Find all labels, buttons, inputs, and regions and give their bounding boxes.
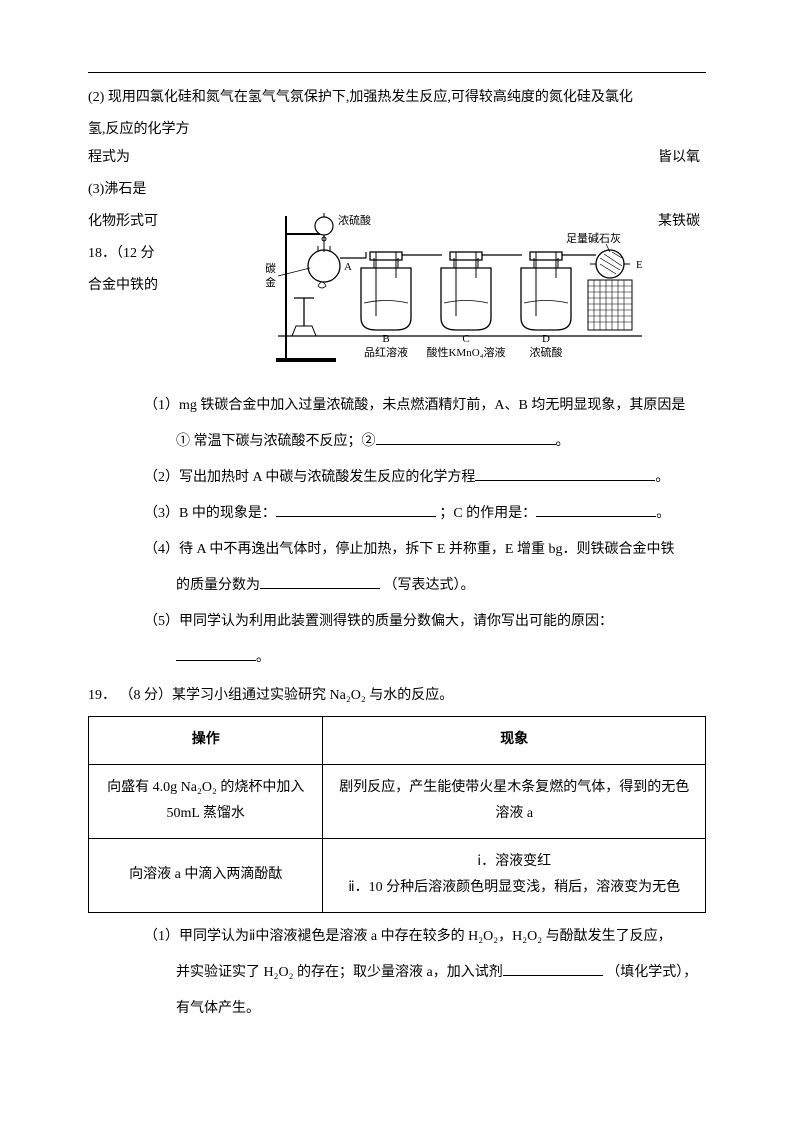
item-3a: （3）B 中的现象是： [144,506,276,521]
label-lime: 足量碱石灰 [566,231,621,245]
r2c2a: ⅰ．溶液变红 [331,849,697,876]
label-A: A [344,261,352,273]
r2c1: 向溶液 a 中滴入两滴酚酞 [89,838,323,912]
blank-3a[interactable] [276,501,436,517]
label-lsuan2: 浓硫酸 [530,345,563,359]
label-C: C [462,333,469,345]
q19-p1a: （1）甲同学认为ⅱ中溶液褪色是溶液 a 中存在较多的 H₂O₂，H₂O₂ 与酚酞… [144,923,706,951]
label-hejin: 合金 [266,275,276,289]
item-3b: ；C 的作用是： [439,506,536,521]
apparatus-diagram: 浓硫酸 铁碳 合金 A [266,208,656,378]
r1c1a: 向盛有 4.0g Na₂O₂ 的烧杯中加入 [97,775,314,802]
blank-5b[interactable] [176,645,256,661]
label-tietan: 铁碳 [266,261,276,275]
th-ph: 现象 [323,717,706,765]
q3-b: 化物形式可 [88,208,198,236]
q2-line1: (2) 现用四氯化硅和氮气在氢气气氛保护下,加强热发生反应,可得较高纯度的氮化硅… [88,84,706,112]
label-B: B [382,333,389,345]
item-4a: （4）待 A 中不再逸出气体时，停止加热，拆下 E 并称重，E 增重 bg．则铁… [144,536,706,564]
q3-a: (3)沸石是 [88,176,198,204]
blank-2[interactable] [475,465,655,481]
r1c2a: 剧列反应，产生能使带火星木条复燃的气体，得到的无色 [331,775,697,802]
label-kmno4: 酸性KMnO₄溶液 [426,345,505,359]
q18-left: 合金中铁的 [88,272,198,300]
q19-table: 操作 现象 向盛有 4.0g Na₂O₂ 的烧杯中加入 50mL 蒸馏水 剧列反… [88,716,706,913]
blank-3b[interactable] [536,501,656,517]
item-5a: （5）甲同学认为利用此装置测得铁的质量分数偏大，请你写出可能的原因： [144,608,706,636]
label-lsuan-top: 浓硫酸 [338,213,371,227]
r1c1b: 50mL 蒸馏水 [97,801,314,828]
th-op: 操作 [89,717,323,765]
q3-right-a: 皆以氧 [658,144,706,172]
item-2: （2）写出加热时 A 中碳与浓硫酸发生反应的化学方程 [144,470,475,485]
q3-right-b [658,176,706,204]
q19-p1c: （填化学式）， [606,965,697,980]
item-1b: ① 常温下碳与浓硫酸不反应；② [176,434,376,449]
r2c2b: ⅱ．10 分种后溶液颜色明显变浅，稍后，溶液变为无色 [331,875,697,902]
item-4b: 的质量分数为 [176,578,260,593]
label-E: E [636,259,643,271]
q18-num: 18．（12 分 [88,246,155,261]
item-1a: （1）mg 铁碳合金中加入过量浓硫酸，未点燃酒精灯前，A、B 均无明显现象，其原… [144,392,706,420]
blank-4b[interactable] [260,573,380,589]
q2-line2: 氢,反应的化学方程式为 [88,116,198,172]
blank-q19[interactable] [503,960,603,976]
label-D: D [542,333,550,345]
item-4c: （写表达式）。 [384,578,475,593]
q19-p1b: 并实验证实了 H₂O₂ 的存在；取少量溶液 a，加入试剂 [176,965,503,980]
q19-intro: （8 分）某学习小组通过实验研究 Na₂O₂ 与水的反应。 [120,688,454,703]
q19-p1d: 有气体产生。 [176,995,706,1023]
q19-num: 19． [88,688,116,703]
blank-1b[interactable] [376,429,556,445]
q18-right-c: 某铁碳 [658,208,706,236]
r1c2b: 溶液 a [331,801,697,828]
label-pinhong: 品红溶液 [364,345,408,359]
